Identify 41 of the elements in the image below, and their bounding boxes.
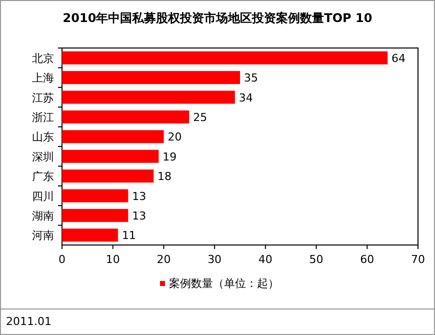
y-tick-label: 四川: [32, 190, 54, 203]
y-tick-label: 深圳: [32, 150, 54, 164]
data-label: 18: [158, 170, 172, 184]
text: 2011.01: [6, 315, 52, 328]
data-label: 34: [238, 91, 253, 104]
data-label: 25: [193, 110, 208, 124]
bar: [62, 90, 235, 104]
bar: [62, 130, 164, 144]
y-tick-label: 浙江: [32, 110, 54, 124]
data-label: 13: [132, 190, 146, 203]
data-label: 35: [244, 72, 258, 85]
y-tick-label: 北京: [32, 52, 54, 65]
y-tick-label: 上海: [32, 72, 54, 85]
y-tick-label: 湖南: [32, 209, 54, 222]
chart-title: 2010年中国私募股权投资市场地区投资案例数量TOP 10: [62, 11, 372, 25]
data-label: 13: [132, 209, 146, 222]
bar: [62, 189, 128, 202]
bar: [62, 170, 154, 183]
x-tick-label: 50: [309, 253, 324, 266]
bar: [62, 51, 388, 64]
y-tick-label: 河南: [32, 229, 54, 242]
bar: [62, 228, 118, 242]
legend-label: 案例数量（单位：起）: [169, 277, 279, 290]
x-tick-label: 30: [208, 253, 222, 266]
y-tick-label: 江苏: [32, 91, 54, 104]
x-tick-label: 0: [58, 253, 66, 266]
data-label: 64: [391, 52, 406, 65]
x-tick-label: 60: [360, 253, 374, 266]
x-tick-label: 10: [106, 253, 120, 266]
data-label: 11: [122, 229, 136, 242]
y-tick-label: 山东: [32, 130, 54, 144]
bar: [62, 71, 240, 84]
x-tick-label: 70: [411, 253, 425, 266]
y-tick-label: 广东: [32, 170, 54, 184]
x-tick-label: 40: [258, 253, 272, 266]
x-tick-label: 20: [156, 253, 171, 266]
data-label: 20: [168, 130, 182, 144]
bar: [62, 208, 128, 222]
data-label: 19: [162, 150, 177, 164]
bar: [62, 150, 159, 163]
bar: [62, 110, 190, 124]
